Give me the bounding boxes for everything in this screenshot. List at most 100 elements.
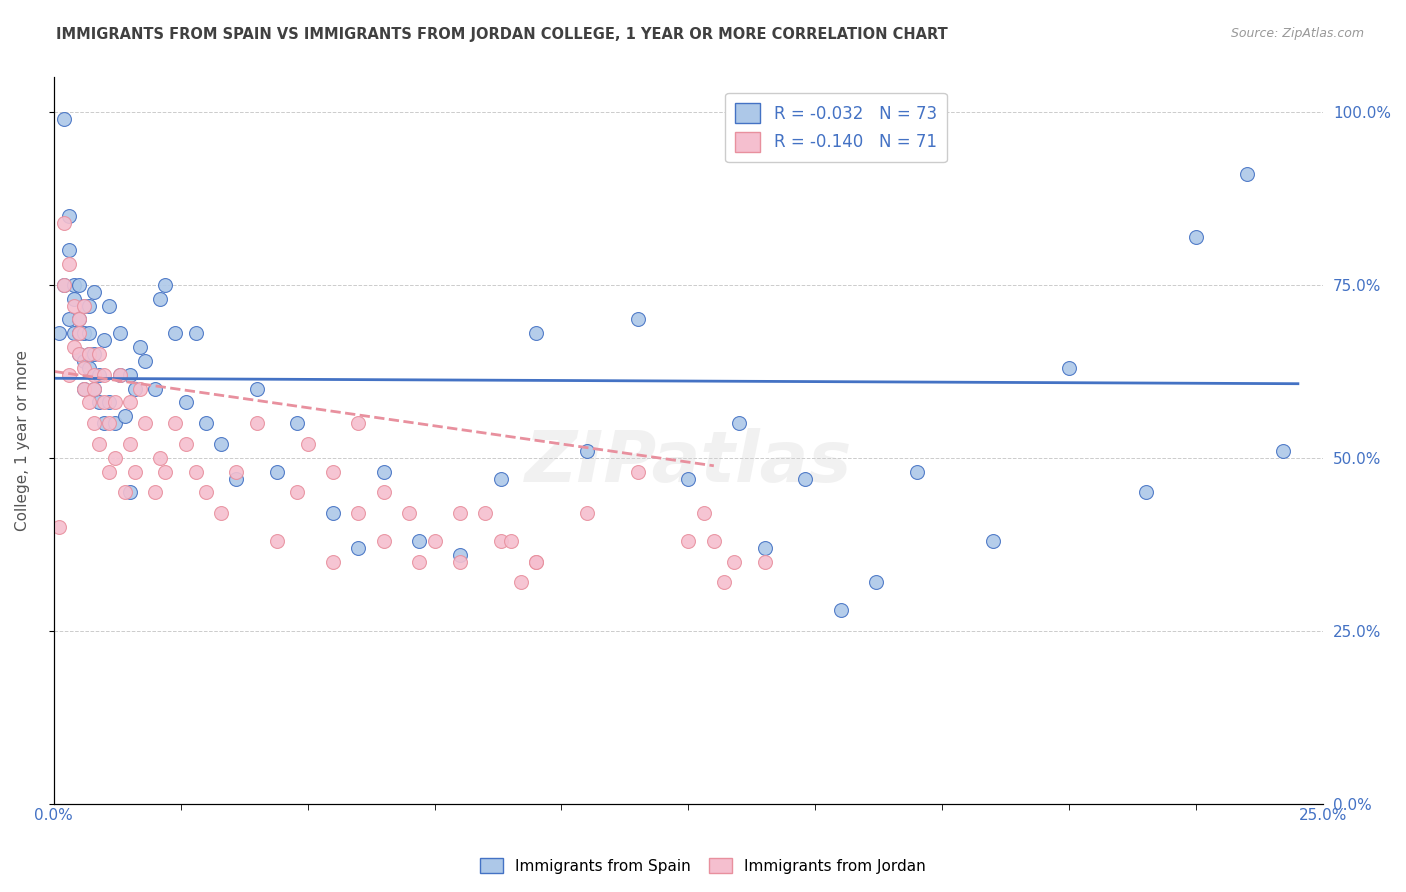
Text: ZIPatlas: ZIPatlas bbox=[524, 428, 852, 497]
Point bbox=[347, 416, 370, 430]
Point bbox=[524, 555, 547, 569]
Point bbox=[1135, 485, 1157, 500]
Point bbox=[1236, 167, 1258, 181]
Point bbox=[83, 382, 105, 396]
Point bbox=[194, 485, 217, 500]
Point bbox=[575, 506, 598, 520]
Point bbox=[73, 354, 96, 368]
Point bbox=[322, 506, 344, 520]
Point bbox=[194, 416, 217, 430]
Point bbox=[83, 285, 105, 299]
Point bbox=[58, 368, 80, 382]
Point bbox=[83, 368, 105, 382]
Point bbox=[103, 395, 125, 409]
Point bbox=[73, 299, 96, 313]
Point bbox=[905, 465, 928, 479]
Point bbox=[83, 382, 105, 396]
Point bbox=[73, 299, 96, 313]
Point bbox=[89, 347, 111, 361]
Point bbox=[124, 382, 146, 396]
Point bbox=[48, 520, 70, 534]
Text: IMMIGRANTS FROM SPAIN VS IMMIGRANTS FROM JORDAN COLLEGE, 1 YEAR OR MORE CORRELAT: IMMIGRANTS FROM SPAIN VS IMMIGRANTS FROM… bbox=[56, 27, 948, 42]
Point bbox=[73, 382, 96, 396]
Point bbox=[225, 472, 247, 486]
Point bbox=[52, 277, 75, 292]
Point bbox=[58, 312, 80, 326]
Point bbox=[58, 244, 80, 258]
Point bbox=[124, 465, 146, 479]
Point bbox=[93, 416, 115, 430]
Point bbox=[474, 506, 496, 520]
Point bbox=[423, 533, 446, 548]
Point bbox=[509, 575, 531, 590]
Point bbox=[77, 347, 100, 361]
Point bbox=[67, 326, 90, 341]
Point bbox=[754, 555, 776, 569]
Point bbox=[108, 368, 131, 382]
Point bbox=[89, 437, 111, 451]
Point bbox=[1059, 360, 1081, 375]
Point bbox=[77, 299, 100, 313]
Point bbox=[63, 292, 86, 306]
Point bbox=[209, 506, 232, 520]
Point bbox=[103, 416, 125, 430]
Point bbox=[67, 347, 90, 361]
Point bbox=[627, 465, 650, 479]
Point bbox=[67, 347, 90, 361]
Point bbox=[297, 437, 319, 451]
Point bbox=[93, 395, 115, 409]
Point bbox=[73, 382, 96, 396]
Point bbox=[1271, 443, 1294, 458]
Point bbox=[703, 533, 725, 548]
Point bbox=[114, 485, 136, 500]
Point bbox=[52, 277, 75, 292]
Point bbox=[73, 326, 96, 341]
Point bbox=[108, 368, 131, 382]
Point bbox=[728, 416, 751, 430]
Point bbox=[93, 333, 115, 347]
Point bbox=[398, 506, 420, 520]
Point bbox=[77, 360, 100, 375]
Point bbox=[408, 555, 430, 569]
Point bbox=[48, 326, 70, 341]
Point bbox=[489, 472, 512, 486]
Point bbox=[77, 326, 100, 341]
Point bbox=[63, 299, 86, 313]
Point bbox=[794, 472, 817, 486]
Point bbox=[67, 312, 90, 326]
Point bbox=[58, 257, 80, 271]
Y-axis label: College, 1 year or more: College, 1 year or more bbox=[15, 350, 30, 531]
Point bbox=[499, 533, 522, 548]
Point bbox=[89, 368, 111, 382]
Point bbox=[754, 541, 776, 555]
Point bbox=[89, 395, 111, 409]
Point bbox=[287, 485, 309, 500]
Point bbox=[149, 292, 172, 306]
Point bbox=[77, 347, 100, 361]
Point bbox=[246, 416, 269, 430]
Point bbox=[134, 354, 156, 368]
Point bbox=[73, 360, 96, 375]
Point bbox=[373, 533, 395, 548]
Point bbox=[830, 603, 852, 617]
Point bbox=[165, 416, 187, 430]
Point bbox=[93, 368, 115, 382]
Point bbox=[713, 575, 735, 590]
Point bbox=[134, 416, 156, 430]
Point bbox=[373, 485, 395, 500]
Point bbox=[108, 326, 131, 341]
Point bbox=[184, 326, 207, 341]
Point bbox=[52, 216, 75, 230]
Point bbox=[1185, 229, 1208, 244]
Point bbox=[449, 548, 471, 562]
Point bbox=[155, 277, 177, 292]
Point bbox=[449, 555, 471, 569]
Point bbox=[449, 506, 471, 520]
Point bbox=[52, 112, 75, 126]
Point bbox=[143, 485, 166, 500]
Text: Source: ZipAtlas.com: Source: ZipAtlas.com bbox=[1230, 27, 1364, 40]
Point bbox=[266, 465, 288, 479]
Point bbox=[347, 541, 370, 555]
Point bbox=[981, 533, 1004, 548]
Point bbox=[83, 347, 105, 361]
